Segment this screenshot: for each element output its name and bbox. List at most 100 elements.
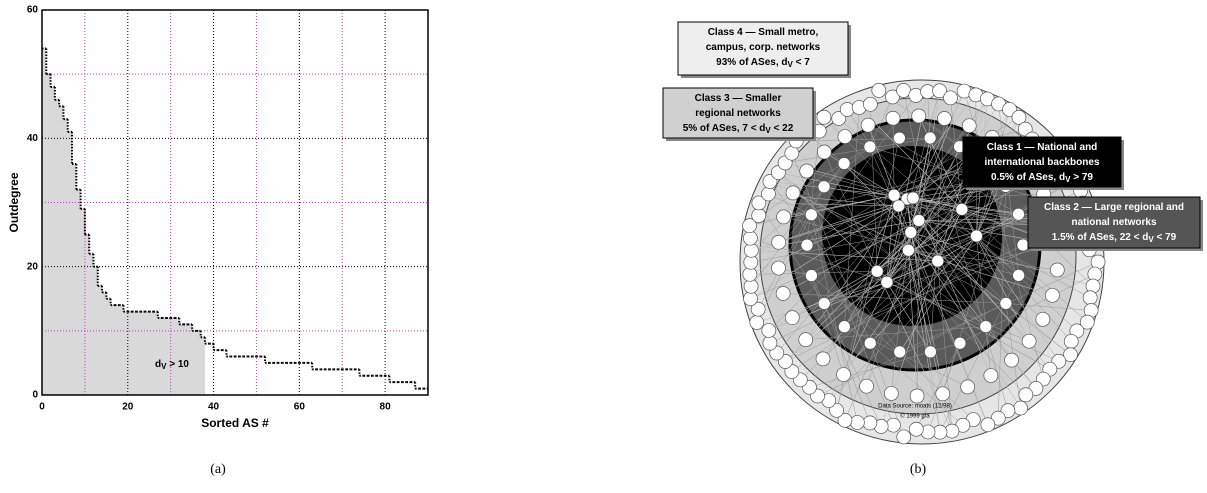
node [785, 311, 799, 325]
node [886, 418, 900, 432]
node [888, 189, 900, 201]
node [954, 337, 966, 349]
label: dV > 10 [155, 359, 189, 371]
label-text: regional networks [695, 108, 781, 119]
label: 5% of ASes, 7 < dV < 22 [683, 123, 794, 135]
node [861, 118, 875, 132]
node [1091, 255, 1105, 269]
node [981, 418, 995, 432]
node [805, 270, 817, 282]
node [1050, 263, 1064, 277]
label-text: Class 2 — Large regional and [1044, 202, 1184, 213]
node [913, 215, 925, 227]
node [850, 415, 864, 429]
node [872, 83, 886, 97]
x-tick-label: 40 [208, 402, 220, 413]
label-text: Class 1 — National and [987, 142, 1098, 153]
label-text: 93% of ASes, d [716, 57, 787, 68]
node [763, 336, 777, 350]
node [777, 210, 791, 224]
node [860, 379, 874, 393]
x-tick-label: 60 [294, 402, 306, 413]
node [816, 352, 830, 366]
label-text: 1.5% of ASes, 22 < d [1052, 232, 1149, 243]
label-text: < 7 [793, 57, 810, 68]
label: campus, corp. networks [706, 42, 821, 53]
node [1045, 288, 1059, 302]
label: Class 4 — Small metro, [708, 27, 819, 38]
node [970, 230, 982, 242]
node [884, 386, 898, 400]
copyright-note: © 1999 gfa [900, 413, 930, 420]
node [772, 235, 786, 249]
node [909, 422, 923, 436]
node [871, 265, 883, 277]
caption: (a) [210, 462, 226, 477]
x-tick-label: 20 [122, 402, 134, 413]
node [863, 416, 877, 430]
label: 93% of ASes, dV < 7 [716, 57, 810, 69]
node [838, 158, 850, 170]
x-axis-label: Sorted AS # [201, 416, 269, 430]
label-text: > 79 [1070, 172, 1093, 183]
y-tick-label: 20 [27, 261, 39, 272]
node [817, 110, 831, 124]
node [886, 111, 900, 125]
node [912, 109, 926, 123]
node [750, 315, 764, 329]
node [894, 346, 906, 358]
node [1014, 401, 1028, 415]
y-axis-label: Outdegree [7, 172, 21, 232]
node [1019, 388, 1033, 402]
node [936, 387, 950, 401]
label-text: < 22 [771, 123, 794, 134]
node [962, 119, 976, 133]
node [761, 187, 775, 201]
node [818, 298, 830, 310]
node [956, 203, 968, 215]
label: national networks [1071, 217, 1156, 228]
node [1036, 312, 1050, 326]
source-note: Data Source: moats (12/98) [878, 404, 952, 410]
node [893, 200, 905, 212]
node [762, 323, 776, 337]
node [893, 132, 905, 144]
label: regional networks [695, 108, 781, 119]
node [776, 286, 790, 300]
label-text: Class 3 — Smaller [695, 93, 782, 104]
node [817, 145, 831, 159]
label: Class 1 — National and [987, 142, 1098, 153]
node [743, 231, 757, 245]
node [902, 244, 914, 256]
node [864, 141, 876, 153]
node [1083, 291, 1097, 305]
x-tick-label: 0 [39, 402, 45, 413]
node [805, 209, 817, 221]
node [910, 389, 924, 403]
node [984, 369, 998, 383]
node [863, 97, 877, 111]
node [907, 192, 919, 204]
node [801, 239, 813, 251]
node [786, 186, 800, 200]
node [837, 368, 851, 382]
node [897, 430, 911, 444]
node [1064, 334, 1078, 348]
label-text: > 10 [166, 359, 189, 370]
x-tick-label: 80 [380, 402, 392, 413]
figure: (a) (b) 0204060800204060OutdegreeSorted … [0, 0, 1207, 493]
label-text: 5% of ASes, 7 < d [683, 123, 766, 134]
node [1022, 334, 1036, 348]
node [944, 91, 958, 105]
label: international backbones [984, 157, 1099, 168]
caption: (b) [910, 462, 927, 477]
node [1000, 297, 1012, 309]
node [932, 255, 944, 267]
node [818, 181, 830, 193]
node [924, 346, 936, 358]
label-text: international backbones [984, 157, 1099, 168]
label: Class 2 — Large regional and [1044, 202, 1184, 213]
label: 1.5% of ASes, 22 < dV < 79 [1052, 232, 1177, 244]
node [772, 261, 786, 275]
node [881, 276, 893, 288]
